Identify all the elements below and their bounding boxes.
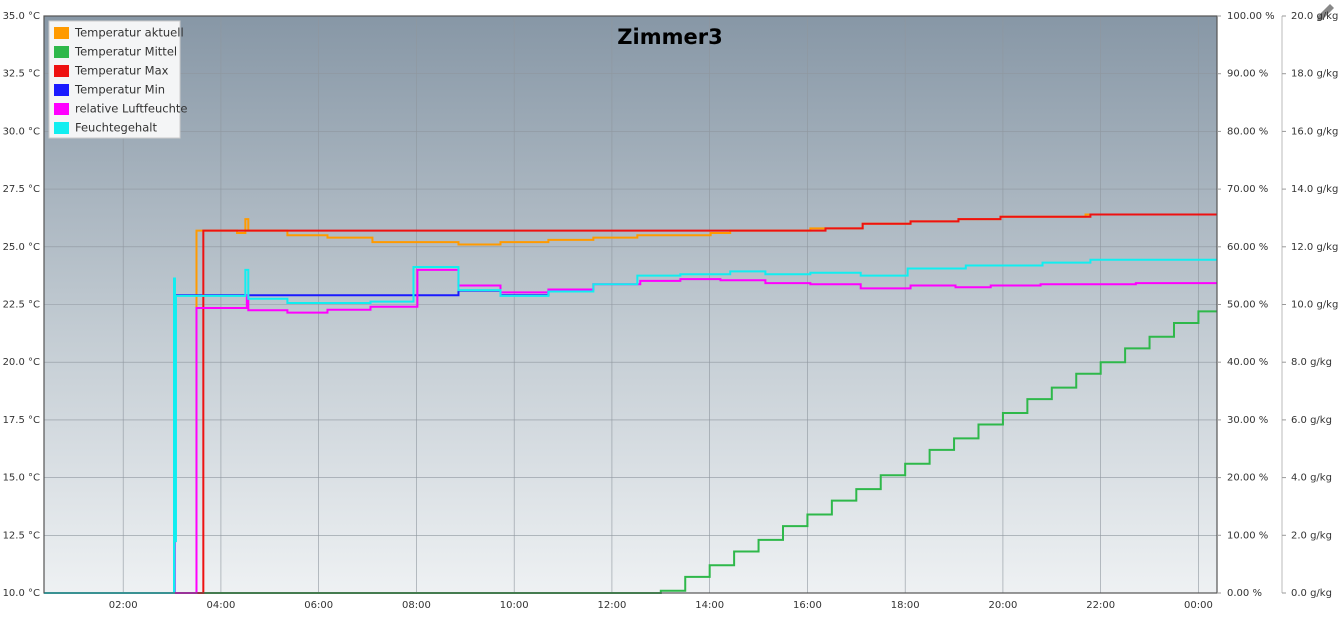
series-line bbox=[44, 258, 1217, 594]
lines bbox=[44, 213, 1217, 594]
legend-swatch bbox=[54, 122, 69, 134]
legend-items: Temperatur aktuell Temperatur Mittel Tempe… bbox=[54, 26, 188, 135]
legend-label: Temperatur Max bbox=[74, 64, 169, 78]
y2-tick-label: 90.00 % bbox=[1227, 69, 1268, 80]
legend-swatch bbox=[54, 46, 69, 58]
y-tick-label: 10.0 °C bbox=[3, 588, 40, 599]
y2-tick-label: 40.00 % bbox=[1227, 357, 1268, 368]
y2-tick-label: 30.00 % bbox=[1227, 415, 1268, 426]
y-tick-label: 35.0 °C bbox=[3, 11, 40, 22]
x-tick-label: 18:00 bbox=[891, 600, 920, 611]
legend-label: Feuchtegehalt bbox=[75, 121, 157, 135]
series-line bbox=[44, 310, 1217, 594]
y2-tick-label: 10.00 % bbox=[1227, 530, 1268, 541]
y-tick-label: 17.5 °C bbox=[3, 415, 40, 426]
legend bbox=[48, 20, 181, 139]
y3-tick-label: 6.0 g/kg bbox=[1291, 415, 1332, 426]
y-tick-label: 27.5 °C bbox=[3, 184, 40, 195]
y-tick-label: 15.0 °C bbox=[3, 473, 40, 484]
y3-tick-label: 8.0 g/kg bbox=[1291, 357, 1332, 368]
x-tick-label: 14:00 bbox=[695, 600, 724, 611]
y3-tick-label: 4.0 g/kg bbox=[1291, 473, 1332, 484]
y2-tick-label: 100.00 % bbox=[1227, 11, 1275, 22]
legend-label: Temperatur Min bbox=[74, 83, 165, 97]
y3-tick-label: 10.0 g/kg bbox=[1291, 300, 1338, 311]
y2-tick-label: 80.00 % bbox=[1227, 126, 1268, 137]
x-tick-label: 10:00 bbox=[500, 600, 529, 611]
y2-tick-label: 50.00 % bbox=[1227, 300, 1268, 311]
y2-tick-label: 20.00 % bbox=[1227, 473, 1268, 484]
y-tick-label: 12.5 °C bbox=[3, 530, 40, 541]
y3-tick-label: 16.0 g/kg bbox=[1291, 126, 1338, 137]
y2-tick-label: 0.00 % bbox=[1227, 588, 1262, 599]
legend-swatch bbox=[54, 65, 69, 77]
x-tick-label: 06:00 bbox=[304, 600, 333, 611]
legend-label: relative Luftfeuchte bbox=[75, 102, 188, 116]
y-tick-label: 20.0 °C bbox=[3, 357, 40, 368]
x-tick-label: 02:00 bbox=[109, 600, 138, 611]
y2-tick-label: 60.00 % bbox=[1227, 242, 1268, 253]
y-tick-label: 30.0 °C bbox=[3, 126, 40, 137]
x-tick-label: 00:00 bbox=[1184, 600, 1213, 611]
chart-title: Zimmer3 bbox=[617, 25, 722, 49]
y2-tick-label: 70.00 % bbox=[1227, 184, 1268, 195]
y-tick-label: 32.5 °C bbox=[3, 69, 40, 80]
x-tick-label: 20:00 bbox=[989, 600, 1018, 611]
y3-tick-label: 12.0 g/kg bbox=[1291, 242, 1338, 253]
y-tick-label: 22.5 °C bbox=[3, 300, 40, 311]
legend-label: Temperatur aktuell bbox=[74, 26, 184, 40]
y-tick-label: 25.0 °C bbox=[3, 242, 40, 253]
legend-swatch bbox=[54, 84, 69, 96]
legend-swatch bbox=[54, 27, 69, 39]
x-tick-label: 08:00 bbox=[402, 600, 431, 611]
series-line bbox=[44, 213, 1217, 594]
edit-icon[interactable] bbox=[1317, 4, 1334, 21]
grid bbox=[44, 15, 1217, 594]
y3-tick-label: 2.0 g/kg bbox=[1291, 530, 1332, 541]
legend-swatch bbox=[54, 103, 69, 115]
y3-tick-label: 18.0 g/kg bbox=[1291, 69, 1338, 80]
y3-tick-label: 0.0 g/kg bbox=[1291, 588, 1332, 599]
y3-tick-label: 14.0 g/kg bbox=[1291, 184, 1338, 195]
x-tick-label: 04:00 bbox=[207, 600, 236, 611]
x-tick-label: 16:00 bbox=[793, 600, 822, 611]
x-tick-label: 12:00 bbox=[598, 600, 627, 611]
y3-tick-label: 20.0 g/kg bbox=[1291, 11, 1338, 22]
x-tick-label: 22:00 bbox=[1086, 600, 1115, 611]
legend-label: Temperatur Mittel bbox=[74, 45, 177, 59]
